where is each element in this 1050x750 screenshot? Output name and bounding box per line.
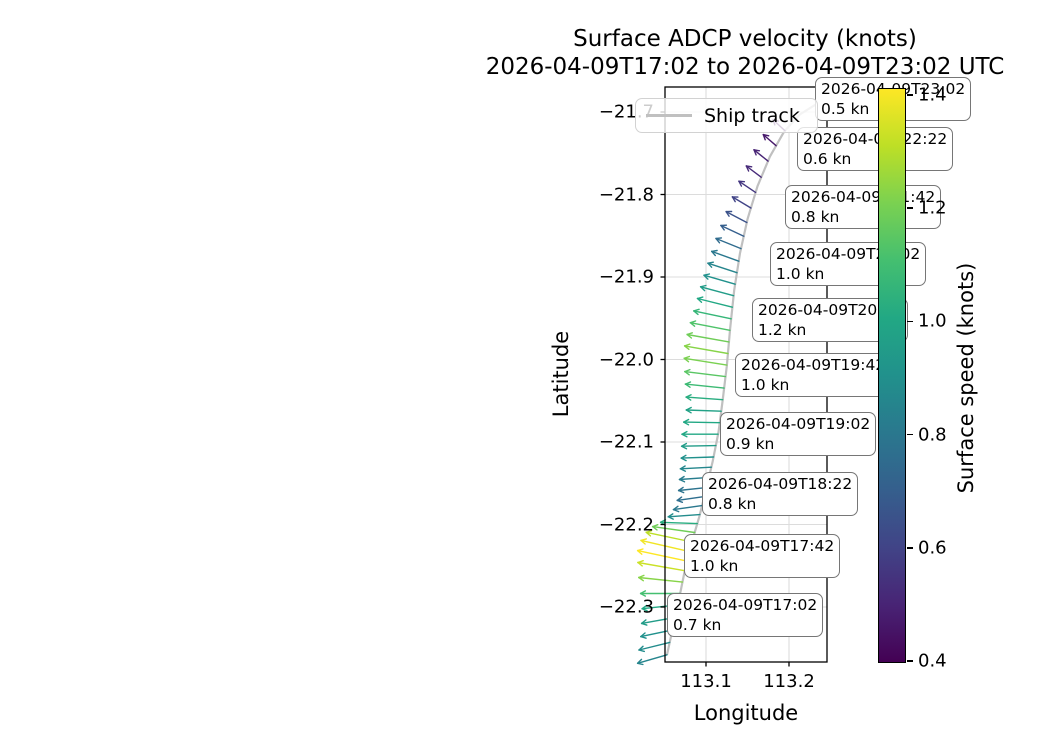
velocity-arrow [683, 343, 729, 355]
velocity-arrow [745, 165, 762, 178]
velocity-arrow [684, 381, 725, 389]
velocity-arrow [725, 210, 748, 224]
legend-label: Ship track [704, 104, 800, 127]
velocity-arrow [715, 237, 742, 250]
velocity-arrow [645, 530, 693, 543]
legend: Ship track [635, 98, 818, 133]
velocity-arrow [679, 465, 713, 472]
velocity-arrow [707, 261, 738, 274]
velocity-arrow [711, 249, 740, 262]
axes-frame [660, 86, 828, 667]
velocity-arrow [683, 355, 728, 366]
velocity-arrow [641, 604, 679, 612]
velocity-arrow [640, 629, 674, 639]
velocity-arrow [753, 149, 769, 162]
velocity-arrow [689, 320, 731, 331]
velocity-arrow [636, 548, 688, 562]
velocity-arrow [685, 406, 722, 414]
velocity-arrow [651, 524, 696, 534]
ship-track-legend-line [646, 114, 692, 117]
velocity-arrow [762, 133, 777, 147]
velocity-arrow [667, 513, 701, 520]
velocity-arrow [680, 454, 715, 462]
velocity-arrow [677, 486, 708, 494]
velocity-arrow [680, 442, 717, 450]
velocity-arrow [676, 495, 705, 503]
velocity-arrow [685, 394, 724, 401]
velocity-arrow [686, 332, 730, 343]
velocity-arrow [638, 574, 684, 583]
velocity-arrow [731, 196, 752, 209]
velocity-arrow [640, 616, 676, 626]
velocity-arrow [684, 368, 727, 378]
velocity-arrow [699, 284, 735, 297]
velocity-arrow [683, 418, 721, 426]
ship-track-line [665, 103, 817, 656]
velocity-arrow [738, 180, 757, 194]
velocity-arrow [693, 308, 732, 320]
velocity-arrow [636, 654, 668, 666]
velocity-arrow [703, 273, 736, 285]
velocity-arrow [696, 296, 734, 308]
velocity-arrow [672, 504, 703, 513]
velocity-arrows [636, 118, 786, 666]
velocity-arrow [639, 590, 681, 597]
velocity-arrow [681, 430, 719, 438]
velocity-arrow [720, 224, 745, 237]
velocity-arrow [678, 475, 710, 483]
velocity-arrow [637, 560, 686, 572]
